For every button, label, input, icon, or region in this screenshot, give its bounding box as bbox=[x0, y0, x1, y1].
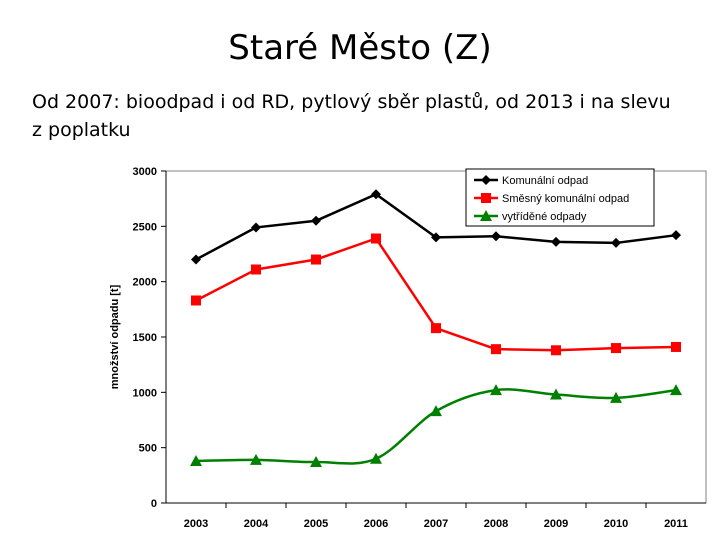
data-point-0-2006 bbox=[371, 189, 381, 200]
data-point-2-2007 bbox=[430, 405, 442, 417]
y-axis-label: množství odpadu [t] bbox=[109, 284, 121, 389]
data-point-1-2004 bbox=[251, 264, 261, 275]
data-point-1-2005 bbox=[311, 254, 321, 265]
legend-label-1: Směsný komunální odpad bbox=[502, 193, 629, 205]
legend-marker-2 bbox=[480, 210, 492, 221]
data-point-1-2006 bbox=[371, 233, 381, 244]
x-tick-label: 2003 bbox=[184, 518, 208, 530]
data-point-0-2007 bbox=[431, 232, 441, 243]
data-point-0-2004 bbox=[251, 222, 261, 233]
series-line-1 bbox=[195, 237, 677, 352]
x-tick-label: 2005 bbox=[304, 518, 328, 530]
data-point-0-2009 bbox=[551, 236, 561, 247]
y-tick-label: 2000 bbox=[133, 277, 157, 289]
legend-marker-1 bbox=[481, 193, 491, 203]
x-tick-label: 2011 bbox=[664, 518, 688, 530]
data-point-2-2008 bbox=[490, 384, 502, 396]
x-tick-label: 2008 bbox=[484, 518, 508, 530]
y-tick-label: 2500 bbox=[133, 221, 157, 233]
data-point-2-2009 bbox=[550, 388, 562, 400]
data-point-2-2010 bbox=[610, 391, 622, 403]
data-point-0-2010 bbox=[611, 237, 621, 248]
x-tick-label: 2007 bbox=[424, 518, 448, 530]
data-point-2-2003 bbox=[190, 454, 202, 466]
data-point-0-2008 bbox=[491, 231, 501, 242]
data-point-1-2007 bbox=[431, 323, 441, 334]
data-point-2-2011 bbox=[670, 384, 682, 396]
data-point-0-2011 bbox=[671, 230, 681, 241]
legend-label-0: Komunální odpad bbox=[502, 175, 588, 187]
slide-title: Staré Město (Z) bbox=[0, 28, 720, 68]
x-tick-label: 2004 bbox=[244, 518, 269, 530]
data-point-2-2006 bbox=[370, 452, 382, 464]
series-line-2 bbox=[195, 388, 677, 465]
data-point-0-2003 bbox=[191, 254, 201, 265]
legend-marker-0 bbox=[481, 175, 491, 185]
y-tick-label: 1500 bbox=[133, 332, 157, 344]
data-point-0-2005 bbox=[311, 215, 321, 226]
x-tick-label: 2010 bbox=[604, 518, 628, 530]
chart-legend: Komunální odpad Směsný komunální odpad vyt… bbox=[465, 168, 655, 227]
chart-series bbox=[190, 189, 682, 468]
x-tick-label: 2006 bbox=[364, 518, 388, 530]
data-point-1-2010 bbox=[611, 343, 621, 354]
data-point-1-2008 bbox=[491, 344, 501, 355]
y-tick-label: 1000 bbox=[133, 387, 157, 399]
legend-label-2: vytříděné odpady bbox=[502, 211, 587, 223]
slide-title-text: Staré Město (Z) bbox=[228, 28, 492, 68]
data-point-1-2003 bbox=[191, 295, 201, 306]
slide-body-text: Od 2007: bioodpad i od RD, pytlový sběr … bbox=[32, 91, 671, 141]
data-point-2-2004 bbox=[250, 453, 262, 465]
data-point-1-2009 bbox=[551, 345, 561, 356]
x-tick-label: 2009 bbox=[544, 518, 568, 530]
y-tick-label: 0 bbox=[151, 498, 157, 510]
y-tick-label: 500 bbox=[139, 443, 157, 455]
data-point-2-2005 bbox=[310, 456, 322, 468]
y-tick-label: 3000 bbox=[133, 166, 157, 178]
chart-axes: 0 500 1000 1500 2000 2500 3000 2003 2004 2005 2006… bbox=[133, 166, 706, 530]
data-point-1-2011 bbox=[671, 341, 681, 352]
